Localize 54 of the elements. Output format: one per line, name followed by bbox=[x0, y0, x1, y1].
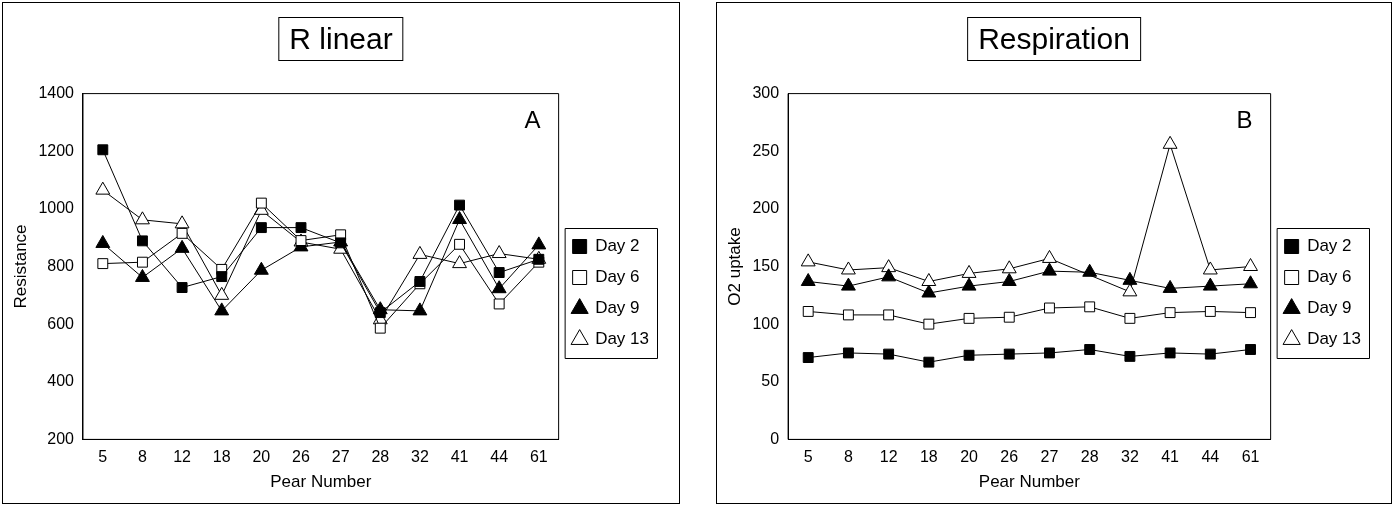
legend-label: Day 13 bbox=[595, 329, 650, 349]
x-tick-label: 12 bbox=[173, 448, 192, 466]
x-tick-label: 32 bbox=[1121, 448, 1139, 466]
x-tick-label: 26 bbox=[292, 448, 310, 466]
x-tick-label: 5 bbox=[98, 448, 108, 466]
x-axis-title: Pear Number bbox=[978, 472, 1081, 492]
x-tick-label: 27 bbox=[1040, 448, 1059, 466]
y-tick-label: 0 bbox=[770, 429, 780, 447]
x-tick-label: 44 bbox=[1201, 448, 1220, 466]
y-tick-label: 400 bbox=[47, 372, 75, 390]
legend-label: Day 2 bbox=[1307, 236, 1352, 256]
y-axis-title: O2 uptake bbox=[724, 227, 744, 306]
x-tick-label: 61 bbox=[529, 448, 548, 466]
y-tick-label: 200 bbox=[47, 429, 75, 447]
x-tick-label: 18 bbox=[919, 448, 938, 466]
y-tick-label: 1200 bbox=[38, 141, 75, 159]
y-axis-title: Resistance bbox=[10, 224, 30, 309]
x-tick-label: 61 bbox=[1241, 448, 1260, 466]
x-tick-label: 8 bbox=[843, 448, 853, 466]
y-tick-label: 250 bbox=[752, 141, 780, 159]
x-tick-label: 28 bbox=[1080, 448, 1099, 466]
annotation: A bbox=[524, 106, 541, 134]
y-tick-label: 1400 bbox=[38, 84, 75, 102]
y-tick-label: 50 bbox=[761, 372, 780, 390]
y-tick-label: 800 bbox=[47, 256, 75, 274]
x-tick-label: 5 bbox=[803, 448, 813, 466]
y-tick-label: 100 bbox=[752, 314, 780, 332]
y-tick-label: 150 bbox=[752, 256, 780, 274]
x-tick-label: 12 bbox=[879, 448, 898, 466]
legend-label: Day 13 bbox=[1307, 329, 1362, 349]
legend-label: Day 9 bbox=[595, 298, 640, 318]
x-axis-title: Pear Number bbox=[270, 472, 372, 492]
chart-title: R linear bbox=[278, 17, 404, 61]
legend-label: Day 6 bbox=[595, 267, 640, 287]
x-tick-label: 20 bbox=[960, 448, 979, 466]
x-tick-label: 20 bbox=[252, 448, 271, 466]
x-tick-label: 41 bbox=[450, 448, 469, 466]
legend-label: Day 6 bbox=[1307, 267, 1352, 287]
annotation: B bbox=[1236, 106, 1253, 134]
x-tick-label: 8 bbox=[138, 448, 147, 466]
y-tick-label: 200 bbox=[752, 199, 780, 217]
y-tick-label: 300 bbox=[752, 84, 780, 102]
x-tick-label: 18 bbox=[212, 448, 231, 466]
x-tick-label: 28 bbox=[371, 448, 390, 466]
x-tick-label: 26 bbox=[1000, 448, 1019, 466]
x-tick-label: 41 bbox=[1161, 448, 1180, 466]
y-tick-label: 1000 bbox=[38, 199, 75, 217]
chart-title: Respiration bbox=[967, 17, 1141, 61]
legend-label: Day 2 bbox=[595, 236, 640, 256]
x-tick-label: 27 bbox=[331, 448, 350, 466]
y-tick-label: 600 bbox=[47, 314, 75, 332]
x-tick-label: 32 bbox=[411, 448, 429, 466]
legend-label: Day 9 bbox=[1307, 298, 1352, 318]
x-tick-label: 44 bbox=[490, 448, 509, 466]
